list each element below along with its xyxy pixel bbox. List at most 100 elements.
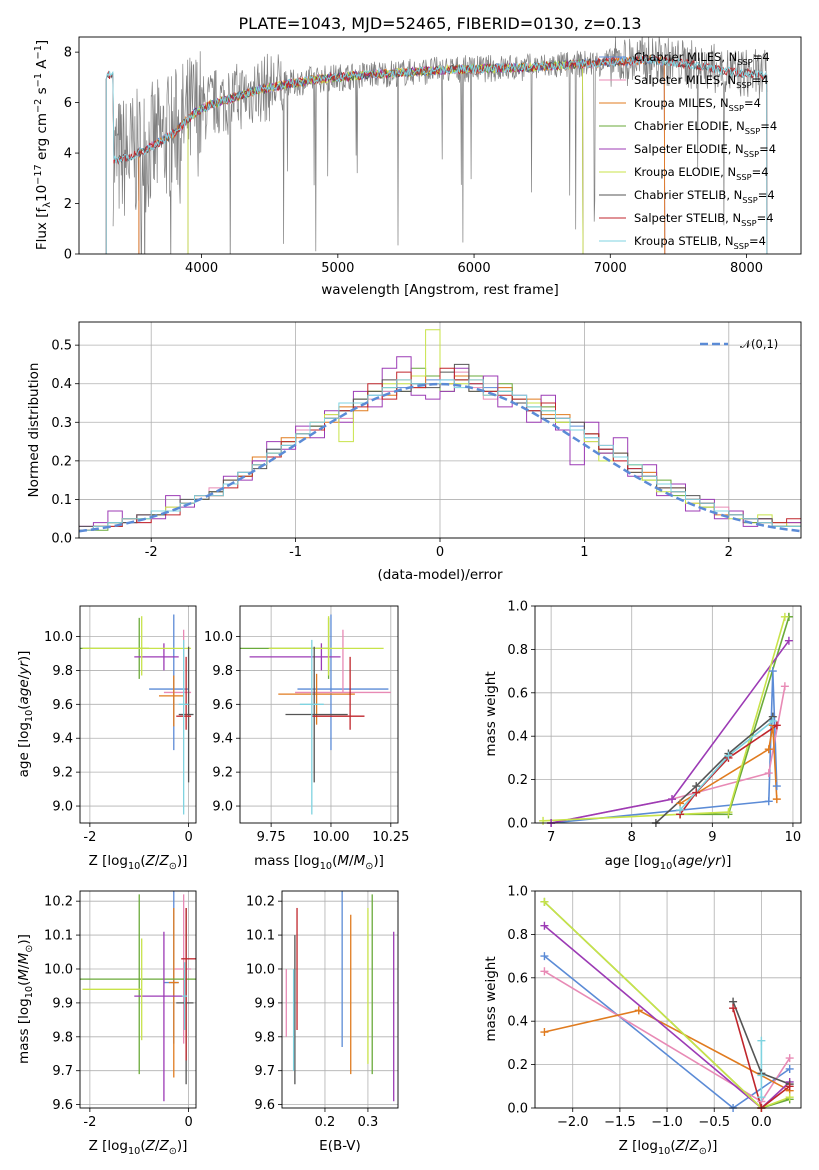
age-vs-Z-xlabel-part: ( [140, 853, 145, 869]
spectrum-ylabel-part: −17 [33, 164, 44, 185]
histogram-kroupa-stelib [79, 379, 801, 538]
residuals-xtick-label: -2 [145, 545, 158, 560]
legend-label-salpeter-elodie-part: Salpeter ELODIE, N [634, 142, 744, 156]
age-vs-Z-xlabel-part: )] [177, 853, 188, 869]
weight-marker-kroupa-stelib [757, 1036, 766, 1045]
weight_vs_age-xtick-label: 10 [785, 830, 802, 845]
weight-line-kroupa-elodie [543, 901, 790, 1108]
weight_vs_age-ytick-label: 0.8 [507, 643, 528, 658]
weight-marker-salpeter-miles [540, 967, 549, 976]
age-vs-Z-ylabel-part: age [log [16, 722, 32, 777]
weight-vs-Z-ylabel: mass weight [483, 956, 499, 1041]
residuals-xtick-label: 1 [580, 545, 588, 560]
legend-label-chabrier-miles-part: =4 [753, 50, 770, 64]
legend-label-kroupa-stelib: Kroupa STELIB, NSSP=4 [634, 234, 766, 251]
legend-label-salpeter-elodie-part: SSP [744, 149, 759, 159]
legend-label-kroupa-stelib-part: Kroupa STELIB, N [634, 234, 734, 248]
age_vs_Z-ytick-label: 9.4 [52, 732, 73, 747]
legend-label-chabrier-elodie-part: Chabrier ELODIE, N [634, 119, 745, 133]
mass_vs_Z-ytick-label: 9.8 [52, 1030, 73, 1045]
age-vs-Z-ylabel-part: )] [16, 651, 32, 662]
mass-vs-Z-ylabel-part: / [16, 964, 32, 969]
age_vs_Z-ytick-label: 10.0 [44, 630, 73, 645]
weight-marker-salpeter-stelib [772, 721, 781, 730]
age-vs-Z-xlabel-part: Z [145, 853, 156, 869]
weight-marker-chabrier-miles [772, 782, 781, 791]
legend-label-kroupa-miles-part: SSP [729, 103, 744, 113]
residuals-ytick-label: 0.4 [51, 377, 72, 392]
legend-label-kroupa-elodie-part: SSP [736, 172, 751, 182]
legend-label-kroupa-miles: Kroupa MILES, NSSP=4 [634, 96, 761, 113]
weight-vs-age-xlabel: age [log10(age/yr)] [605, 853, 732, 872]
age_vs_mass-ytick-label: 9.4 [212, 732, 233, 747]
mass_vs_Z-ytick-label: 10.2 [44, 895, 73, 910]
weight_vs_Z-xtick-label: 0.0 [751, 1115, 772, 1130]
weight-marker-salpeter-miles [780, 682, 789, 691]
weight_vs_age-xtick-label: 9 [708, 830, 716, 845]
age-vs-mass-xlabel-part: 10 [320, 861, 332, 872]
age-vs-Z-ylabel-part: age [16, 679, 32, 704]
age_vs_mass-xtick-label: 10.00 [312, 830, 349, 845]
legend-label-chabrier-stelib-part: =4 [758, 188, 775, 202]
residuals-ylabel: Normed distribution [26, 363, 42, 498]
weight_vs_Z-ytick-label: 0.0 [507, 1102, 528, 1117]
weight_vs_age-plot-area [543, 616, 790, 823]
weight_vs_Z-ytick-label: 1.0 [507, 885, 528, 900]
legend-label-chabrier-stelib-part: Chabrier STELIB, N [634, 188, 742, 202]
weight-marker-kroupa-stelib [768, 717, 777, 726]
mass-vs-Z-xlabel-part: )] [177, 1138, 188, 1154]
mass_vs_Z-xtick-label: -2 [83, 1115, 96, 1130]
weight_vs_age-frame [534, 605, 802, 824]
legend-label-salpeter-stelib: Salpeter STELIB, NSSP=4 [634, 211, 774, 228]
legend-label-salpeter-miles-part: =4 [752, 73, 769, 87]
age_vs_mass-frame [239, 605, 399, 824]
mass-vs-Z-xlabel-part: ( [140, 1138, 145, 1154]
weight-marker-kroupa-elodie [785, 1093, 794, 1102]
weight-marker-kroupa-elodie [780, 612, 789, 621]
legend-label-kroupa-elodie-part: Kroupa ELODIE, N [634, 165, 736, 179]
age-vs-Z-xlabel-part: 10 [128, 861, 140, 872]
weight_vs_age-ytick-label: 0.6 [507, 686, 528, 701]
age-vs-mass-xlabel-part: / [349, 853, 354, 869]
weight_vs_age-ytick-label: 0.2 [507, 773, 528, 788]
weight-marker-kroupa-miles [772, 795, 781, 804]
age-vs-Z-xlabel-part: / [155, 853, 160, 869]
residuals-xtick-label: 0 [436, 545, 444, 560]
spectrum-xtick-label: 8000 [730, 261, 763, 276]
mass_vs_Z-ytick-label: 9.6 [52, 1098, 73, 1113]
mass_vs_Z-ytick-label: 9.9 [52, 996, 73, 1011]
age_vs_Z-ytick-label: 9.2 [52, 766, 73, 781]
legend-label-chabrier-miles: Chabrier MILES, NSSP=4 [634, 50, 770, 67]
weight-vs-age-xlabel-part: )] [721, 853, 732, 869]
weight-marker-salpeter-elodie [540, 921, 549, 930]
weight-marker-chabrier-miles [785, 1064, 794, 1073]
age-vs-mass-xlabel: mass [log10(M/M⊙)] [254, 853, 384, 872]
weight-marker-salpeter-stelib [692, 788, 701, 797]
model-spectrum-chabrier-miles [138, 55, 666, 254]
weight-marker-salpeter-miles [785, 1054, 794, 1063]
weight-vs-Z-xlabel-part: Z [log [619, 1138, 658, 1154]
weight_vs_Z-ytick-label: 0.2 [507, 1058, 528, 1073]
mass-vs-Z-ylabel-part: mass [log [16, 998, 32, 1064]
mass-vs-Z-ylabel-part: ⊙ [24, 945, 35, 953]
legend-label-normal: 𝒩(0,1) [740, 337, 778, 351]
residuals-plot-area [79, 329, 801, 538]
weight-vs-Z-xlabel-part: Z [675, 1138, 686, 1154]
mass_vs_Z-ytick-label: 9.7 [52, 1064, 73, 1079]
model-spectrum-salpeter-miles [138, 54, 666, 254]
age_vs_mass-ytick-label: 9.8 [212, 664, 233, 679]
weight-marker-salpeter-miles [764, 769, 773, 778]
mass_vs_ebv-ytick-label: 10.1 [246, 929, 275, 944]
spectrum-frame [78, 36, 802, 255]
legend-label-kroupa-stelib-part: =4 [749, 234, 766, 248]
weight_vs_Z-ytick-label: 0.4 [507, 1015, 528, 1030]
age_vs_Z-xtick-label: 0 [184, 830, 192, 845]
age-vs-Z-xlabel-part: Z [log [89, 853, 128, 869]
weight_vs_Z-xtick-label: −2.0 [557, 1115, 589, 1130]
weight-marker-kroupa-miles [634, 1006, 643, 1015]
age-vs-Z-ylabel-part: / [16, 674, 32, 679]
weight-marker-salpeter-stelib [729, 1004, 738, 1013]
spectrum-ytick-label: 4 [64, 147, 72, 162]
weight-vs-age-xlabel-part: yr [706, 853, 722, 869]
mass_vs_Z-frame [79, 890, 197, 1109]
